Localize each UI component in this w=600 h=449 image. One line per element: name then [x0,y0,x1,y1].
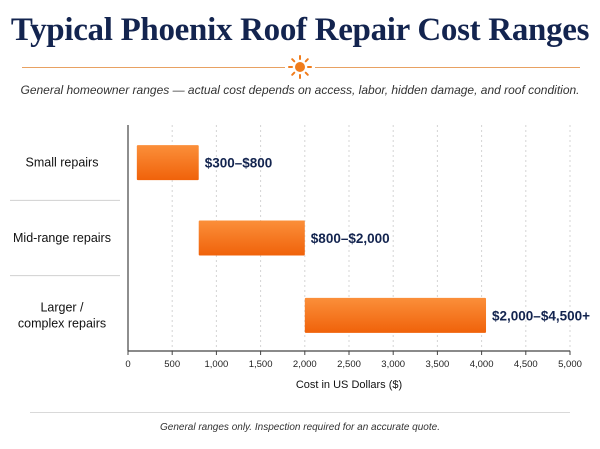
range-bar [304,297,487,333]
category-label: Mid-range repairs [13,231,111,245]
category-label: Small repairs [26,156,99,170]
chart-subtitle: General homeowner ranges — actual cost d… [20,83,580,97]
bar-value-label: $300–$800 [205,156,273,171]
x-axis-title: Cost in US Dollars ($) [296,379,402,391]
bar-value-label: $800–$2,000 [311,231,390,246]
x-tick-label: 3,000 [381,359,405,370]
range-bar [198,220,305,256]
footnote: General ranges only. Inspection required… [160,422,440,433]
range-bar [136,145,199,181]
bar-value-label: $2,000–$4,500+ [492,308,590,323]
x-tick-label: 4,000 [470,359,494,370]
x-tick-label: 0 [125,359,130,370]
x-tick-label: 1,000 [205,359,229,370]
page-title: Typical Phoenix Roof Repair Cost Ranges [10,12,590,48]
footnote-divider [30,412,570,413]
x-tick-label: 2,000 [293,359,317,370]
x-tick-label: 5,000 [558,359,582,370]
x-tick-label: 4,500 [514,359,538,370]
x-tick-label: 1,500 [249,359,273,370]
title-divider-left [22,67,285,68]
x-tick-label: 3,500 [426,359,450,370]
title-divider-right [315,67,580,68]
category-label: Larger / [40,300,84,314]
category-label: complex repairs [18,316,106,330]
x-tick-label: 500 [164,359,180,370]
sun-icon [288,55,312,79]
x-tick-label: 2,500 [337,359,361,370]
